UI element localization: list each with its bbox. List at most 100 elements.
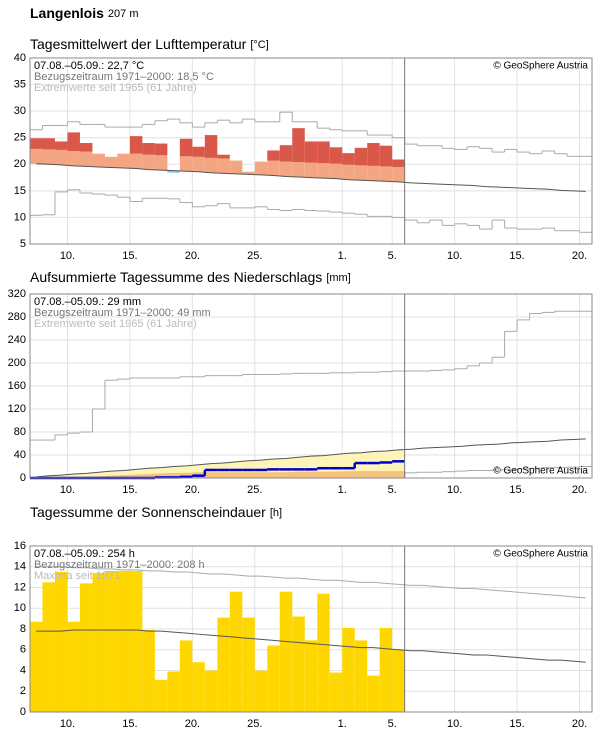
bar	[79, 583, 93, 712]
normal-range-bar	[179, 156, 193, 172]
reference-text: Bezugszeitraum 1971–2000: 18,5 °C	[34, 71, 214, 83]
chart-title: Aufsummierte Tagessumme des Niederschlag…	[30, 269, 351, 285]
normal-range-bar	[92, 153, 105, 167]
y-tick-label: 320	[8, 288, 26, 300]
above-range-bar	[392, 159, 405, 167]
y-tick-label: 12	[14, 581, 26, 593]
chart-title-text: Tagesmittelwert der Lufttemperatur	[30, 36, 247, 52]
x-tick-label: 10.	[60, 250, 75, 262]
normal-range-bar	[317, 163, 330, 179]
bar	[229, 591, 243, 712]
summary-text: 07.08.–05.09.: 29 mm	[34, 296, 141, 308]
bar	[254, 670, 268, 712]
chart-unit: [mm]	[326, 272, 350, 284]
source-text: © GeoSphere Austria	[493, 466, 588, 477]
bar	[42, 582, 55, 712]
y-tick-label: 15	[14, 185, 26, 197]
x-tick-label: 20.	[185, 718, 200, 729]
y-tick-label: 6	[20, 644, 26, 656]
y-tick-label: 10	[14, 602, 26, 614]
x-tick-label: 10.	[447, 484, 462, 496]
normal-range-bar	[42, 149, 55, 165]
y-tick-label: 35	[14, 78, 26, 90]
station-name: Langenlois	[30, 5, 104, 21]
x-tick-label: 10.	[447, 250, 462, 262]
plot-frame	[29, 293, 593, 479]
y-tick-label: 2	[20, 685, 26, 697]
normal-range-bar	[367, 165, 380, 181]
line	[36, 163, 586, 192]
station-elevation: 207 m	[108, 8, 139, 20]
normal-range-bar	[204, 157, 218, 173]
normal-range-bar	[292, 162, 305, 178]
normal-range-bar	[129, 153, 143, 169]
y-tick-label: 4	[20, 664, 26, 676]
above-range-bar	[342, 153, 355, 165]
bar	[154, 679, 168, 712]
above-range-bar	[129, 136, 143, 154]
bar	[67, 621, 80, 712]
y-tick-label: 16	[14, 540, 26, 552]
reference-text: Bezugszeitraum 1971–2000: 208 h	[34, 559, 205, 571]
chart-title: Tagessumme der Sonnenscheindauer [h]	[30, 504, 282, 520]
line	[36, 566, 586, 599]
above-range-bar	[179, 138, 193, 157]
x-tick-label: 15.	[122, 484, 137, 496]
above-range-bar	[329, 147, 343, 164]
normal-range-bar	[67, 151, 80, 166]
above-range-bar	[154, 143, 168, 156]
above-range-bar	[367, 143, 380, 166]
y-tick-label: 8	[20, 623, 26, 635]
bar	[204, 670, 218, 712]
y-tick-label: 0	[20, 706, 26, 718]
x-tick-label: 10.	[447, 718, 462, 729]
above-range-bar	[42, 138, 55, 150]
normal-range-bar	[242, 171, 255, 175]
x-tick-label: 15.	[122, 718, 137, 729]
bar	[142, 630, 155, 712]
bar	[354, 640, 368, 712]
normal-range-bar	[379, 166, 393, 182]
y-tick-label: 25	[14, 132, 26, 144]
bar	[129, 570, 143, 712]
bar	[192, 662, 205, 712]
x-tick-label: 15.	[122, 250, 137, 262]
above-range-bar	[292, 128, 305, 163]
normal-range-bar	[30, 148, 43, 164]
y-tick-label: 0	[20, 472, 26, 484]
x-tick-label: 25.	[247, 718, 262, 729]
normal-range-bar	[354, 165, 368, 181]
y-tick-label: 30	[14, 105, 26, 117]
x-tick-label: 10.	[60, 484, 75, 496]
normal-range-bar	[329, 163, 343, 179]
above-range-bar	[67, 132, 80, 151]
source-text: © GeoSphere Austria	[493, 61, 588, 72]
normal-range-bar	[267, 160, 280, 176]
bar	[267, 645, 280, 712]
bar	[242, 617, 255, 712]
x-tick-label: 5.	[388, 484, 397, 496]
normal-range-bar	[229, 160, 243, 174]
above-range-bar	[79, 143, 93, 152]
line	[36, 629, 586, 663]
x-tick-label: 15.	[509, 484, 524, 496]
summary-text: 07.08.–05.09.: 254 h	[34, 548, 135, 560]
bar	[92, 572, 105, 712]
above-range-bar	[142, 143, 155, 155]
bar	[179, 640, 193, 712]
x-tick-label: 5.	[388, 718, 397, 729]
normal-range-bar	[192, 156, 205, 172]
bar	[167, 671, 180, 712]
normal-range-bar	[104, 156, 118, 168]
above-range-bar	[192, 146, 205, 157]
x-tick-label: 15.	[509, 250, 524, 262]
x-tick-label: 20.	[572, 484, 587, 496]
extremes-text: Extremwerte seit 1965 (61 Jahre)	[34, 318, 197, 330]
extremes-text: Extremwerte seit 1965 (61 Jahre)	[34, 82, 197, 94]
summary-text: 07.08.–05.09.: 22,7 °C	[34, 60, 144, 72]
above-range-bar	[317, 141, 330, 164]
plot-frame	[29, 57, 593, 245]
x-tick-label: 10.	[60, 718, 75, 729]
